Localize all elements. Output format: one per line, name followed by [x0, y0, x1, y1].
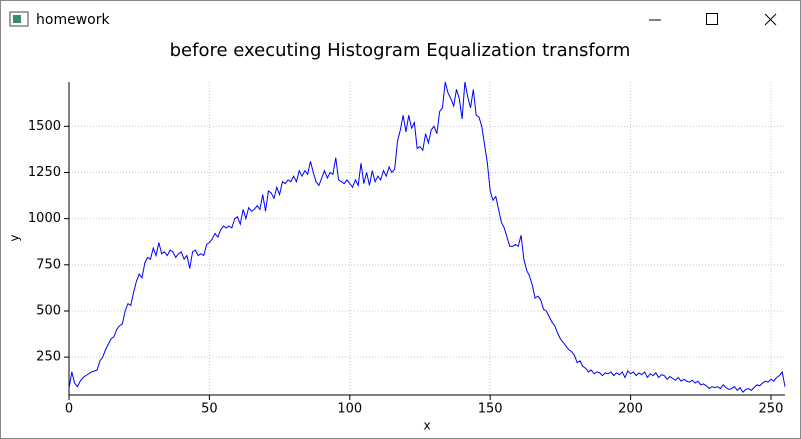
y-axis-label: y: [8, 234, 22, 241]
y-tick-label: 750: [36, 257, 61, 272]
chart-title: before executing Histogram Equalization …: [170, 40, 631, 61]
maximize-button[interactable]: [706, 13, 718, 25]
y-tick-label: 1000: [28, 211, 61, 226]
x-tick-label: 0: [65, 402, 73, 417]
y-tick-label: 250: [36, 350, 61, 365]
x-axis-label: x: [423, 419, 430, 433]
data-line: [68, 81, 786, 394]
y-tick-label: 1500: [28, 119, 61, 134]
window-title: homework: [36, 12, 110, 28]
x-tick-label: 50: [201, 402, 218, 417]
title-bar: homework: [9, 11, 777, 28]
close-button[interactable]: [764, 13, 777, 26]
x-tick-label: 100: [337, 402, 362, 417]
y-tick-label: 500: [36, 303, 61, 318]
y-tick-label: 1250: [28, 165, 61, 180]
x-tick-label: 250: [759, 402, 784, 417]
x-tick-label: 200: [618, 402, 643, 417]
x-tick-label: 150: [478, 402, 503, 417]
app-icon-inner: [13, 15, 21, 23]
